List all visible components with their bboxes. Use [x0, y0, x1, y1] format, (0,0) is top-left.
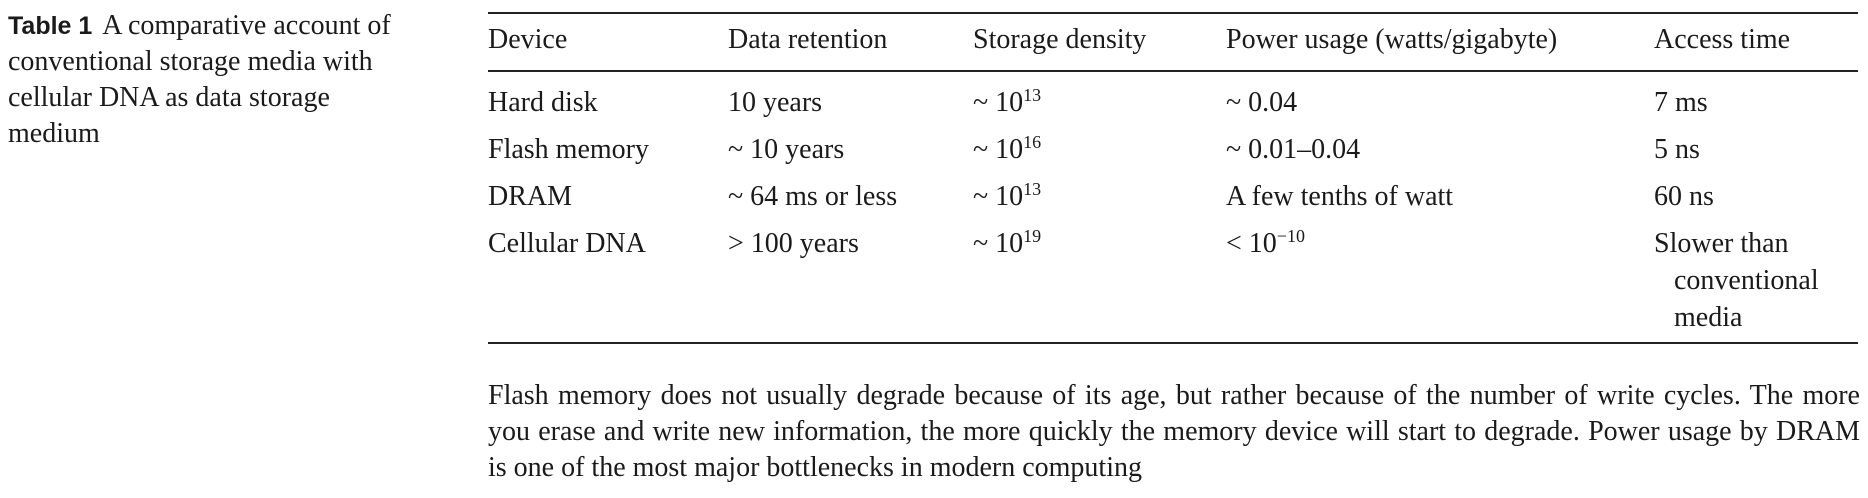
cell-storage-density: ~ 1019 [973, 225, 1226, 343]
cell-power-usage: ~ 0.01–0.04 [1226, 131, 1654, 178]
cell-device: DRAM [488, 181, 573, 212]
table-caption-label: Table 1 [8, 12, 93, 40]
cell-data-retention: ~ 64 ms or less [728, 181, 898, 212]
cell-data-retention: ~ 10 years [728, 134, 845, 165]
cell-access-time: 60 ns [1654, 178, 1858, 225]
access-time-text: Slower than conventional media [1654, 225, 1858, 336]
cell-power-usage: ~ 0.04 [1226, 71, 1654, 131]
density-exponent: 13 [1023, 179, 1042, 199]
cell-power-usage: A few tenths of watt [1226, 178, 1654, 225]
header-storage-density: Storage density [973, 24, 1147, 55]
access-time-line: 5 ns [1654, 134, 1700, 165]
table-header-row: Device Data retention Storage density Po… [488, 13, 1858, 71]
cell-storage-density: ~ 1013 [973, 178, 1226, 225]
comparison-table: Device Data retention Storage density Po… [488, 12, 1858, 344]
comparison-table-container: Device Data retention Storage density Po… [488, 12, 1858, 344]
density-exponent: 19 [1023, 226, 1042, 246]
density-value: ~ 10 [973, 134, 1024, 165]
power-exponent: −10 [1276, 226, 1305, 246]
cell-device: Cellular DNA [488, 228, 646, 259]
power-value: < 10 [1226, 228, 1277, 259]
table-row: Flash memory ~ 10 years ~ 1016 ~ 0.01–0.… [488, 131, 1858, 178]
header-access-time: Access time [1654, 24, 1791, 55]
table-footnote: Flash memory does not usually degrade be… [488, 380, 1860, 483]
access-time-line: media [1674, 302, 1743, 333]
power-value: ~ 0.04 [1226, 87, 1298, 118]
cell-data-retention: > 100 years [728, 228, 859, 259]
density-value: ~ 10 [973, 87, 1024, 118]
power-value: ~ 0.01–0.04 [1226, 134, 1361, 165]
density-value: ~ 10 [973, 228, 1024, 259]
access-time-line: conventional [1674, 265, 1819, 296]
cell-data-retention: 10 years [728, 87, 823, 118]
density-exponent: 16 [1023, 132, 1042, 152]
header-device: Device [488, 24, 568, 55]
density-exponent: 13 [1023, 85, 1042, 105]
cell-device: Hard disk [488, 87, 598, 118]
cell-access-time: 7 ms [1654, 71, 1858, 131]
cell-storage-density: ~ 1013 [973, 71, 1226, 131]
table-row: DRAM ~ 64 ms or less ~ 1013 A few tenths… [488, 178, 1858, 225]
cell-access-time: 5 ns [1654, 131, 1858, 178]
table-caption-text: A comparative account of conventional st… [8, 10, 391, 149]
cell-power-usage: < 10−10 [1226, 225, 1654, 343]
cell-device: Flash memory [488, 134, 649, 165]
cell-access-time: Slower than conventional media [1654, 225, 1858, 343]
power-value: A few tenths of watt [1226, 181, 1454, 212]
table-row: Hard disk 10 years ~ 1013 ~ 0.04 7 ms [488, 71, 1858, 131]
header-data-retention: Data retention [728, 24, 888, 55]
density-value: ~ 10 [973, 181, 1024, 212]
access-time-line: Slower than [1654, 228, 1789, 259]
table-row: Cellular DNA > 100 years ~ 1019 < 10−10 … [488, 225, 1858, 343]
access-time-line: 60 ns [1654, 181, 1714, 212]
header-power-usage: Power usage (watts/gigabyte) [1226, 24, 1558, 55]
access-time-line: 7 ms [1654, 87, 1708, 118]
cell-storage-density: ~ 1016 [973, 131, 1226, 178]
